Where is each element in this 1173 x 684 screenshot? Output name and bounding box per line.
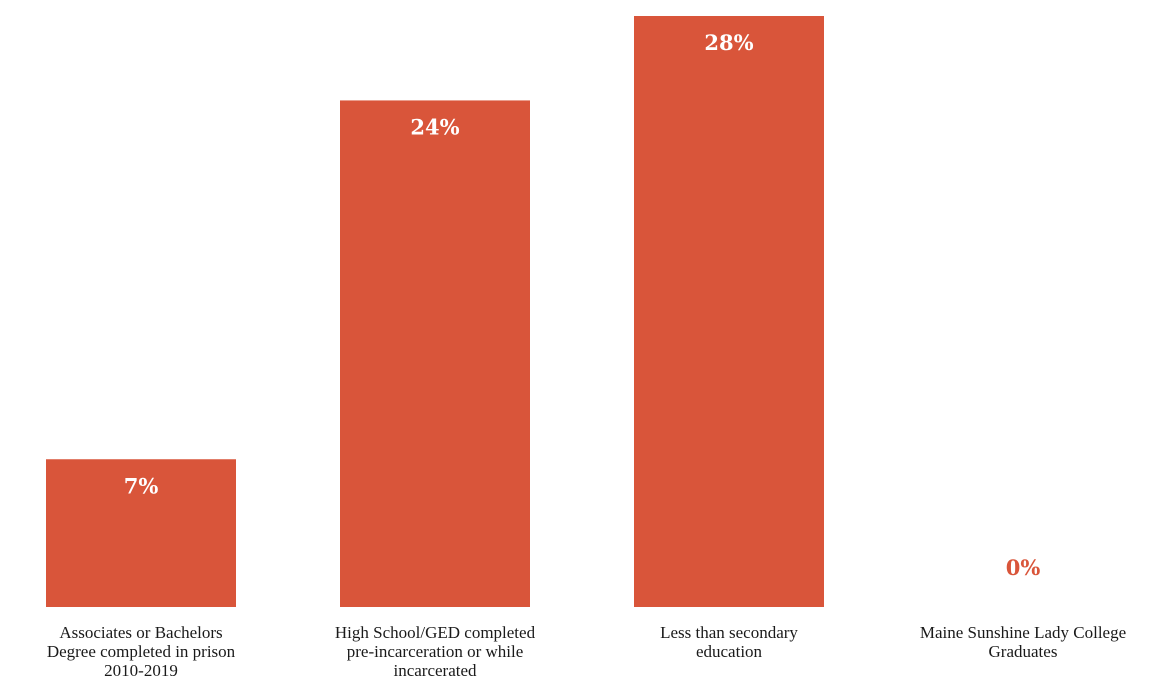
data-label-1: 7%: [124, 473, 159, 498]
category-label-line: education: [696, 642, 763, 661]
bar-3: [634, 16, 824, 607]
category-label-line: Maine Sunshine Lady College: [920, 623, 1126, 642]
data-label-3: 28%: [704, 30, 753, 55]
category-label-line: Degree completed in prison: [47, 642, 236, 661]
bar-1: [46, 459, 236, 607]
bar-2: [340, 100, 530, 607]
category-label-2: High School/GED completed pre-incarcerati…: [335, 623, 536, 680]
data-label-2: 24%: [410, 114, 459, 139]
category-labels-group: Associates or Bachelors Degree completed …: [47, 623, 1126, 680]
category-label-line: High School/GED completed: [335, 623, 536, 642]
category-label-line: Associates or Bachelors: [59, 623, 222, 642]
category-label-line: Graduates: [989, 642, 1058, 661]
category-label-line: incarcerated: [393, 661, 477, 680]
category-label-line: 2010-2019: [104, 661, 178, 680]
category-label-3: Less than secondary education: [660, 623, 798, 661]
data-label-4: 0%: [1006, 555, 1041, 580]
category-label-line: pre-incarceration or while: [347, 642, 524, 661]
bars-group: [46, 16, 824, 607]
category-label-1: Associates or Bachelors Degree completed …: [47, 623, 236, 680]
category-label-line: Less than secondary: [660, 623, 798, 642]
data-labels-group: 7% 24% 28% 0%: [124, 30, 1041, 580]
category-label-4: Maine Sunshine Lady College Graduates: [920, 623, 1126, 661]
